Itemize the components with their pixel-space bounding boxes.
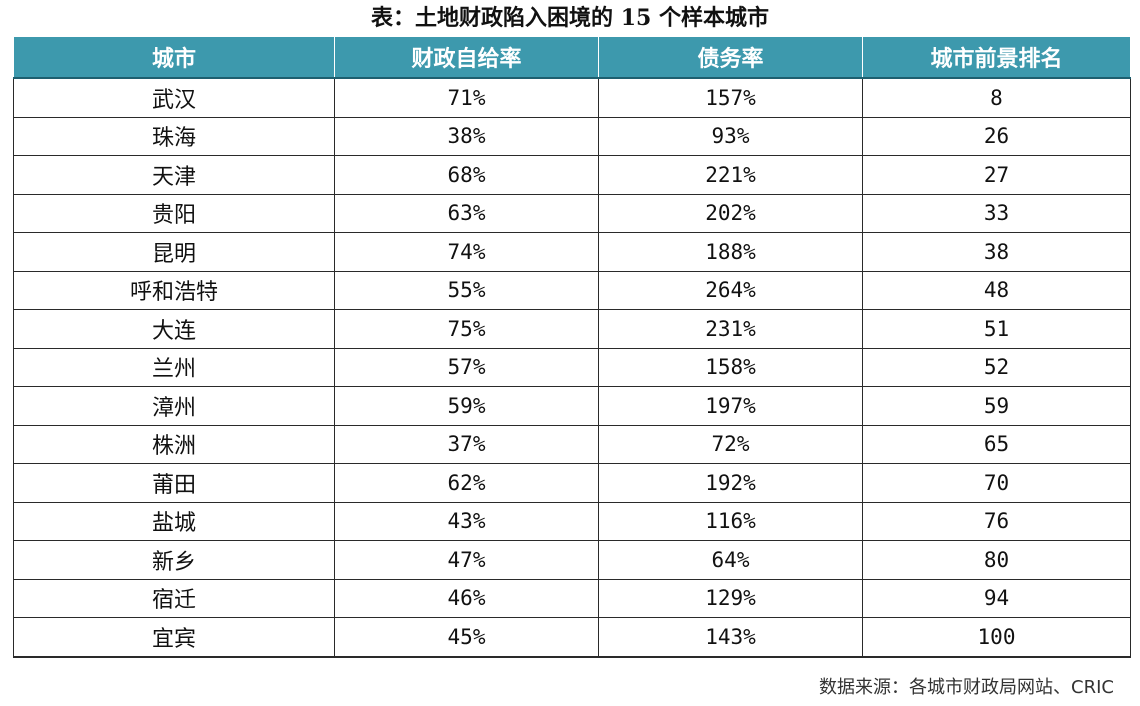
cell-city: 漳州 (13, 386, 335, 426)
cell-fiscal-self-sufficiency: 71% (334, 78, 599, 118)
cell-outlook-rank: 48 (862, 271, 1131, 310)
header-city: 城市 (13, 36, 335, 79)
cell-fiscal-self-sufficiency: 46% (334, 579, 599, 618)
cell-city: 宜宾 (13, 617, 335, 658)
cell-outlook-rank: 94 (862, 579, 1131, 618)
cell-outlook-rank: 70 (862, 463, 1131, 503)
header-debt-ratio: 债务率 (598, 36, 863, 79)
table-row: 贵阳 63% 202% 33 (13, 194, 1131, 233)
table-row: 大连 75% 231% 51 (13, 309, 1131, 349)
cell-city: 贵阳 (13, 194, 335, 233)
table-row: 盐城 43% 116% 76 (13, 502, 1131, 541)
table-row: 兰州 57% 158% 52 (13, 348, 1131, 387)
table-row: 呼和浩特 55% 264% 48 (13, 271, 1131, 310)
cell-outlook-rank: 52 (862, 348, 1131, 387)
cell-fiscal-self-sufficiency: 43% (334, 502, 599, 541)
table-row: 莆田 62% 192% 70 (13, 463, 1131, 503)
table-row: 宜宾 45% 143% 100 (13, 617, 1131, 658)
cell-city: 宿迁 (13, 579, 335, 618)
cell-city: 呼和浩特 (13, 271, 335, 310)
cell-outlook-rank: 80 (862, 540, 1131, 580)
cell-outlook-rank: 27 (862, 155, 1131, 195)
cell-city: 珠海 (13, 117, 335, 156)
header-city-outlook-rank: 城市前景排名 (862, 36, 1131, 79)
cell-outlook-rank: 76 (862, 502, 1131, 541)
table-row: 宿迁 46% 129% 94 (13, 579, 1131, 618)
table-title: 表：土地财政陷入困境的 15 个样本城市 (371, 5, 769, 31)
table-row: 珠海 38% 93% 26 (13, 117, 1131, 156)
cell-outlook-rank: 8 (862, 78, 1131, 118)
cell-city: 莆田 (13, 463, 335, 503)
cell-outlook-rank: 65 (862, 425, 1131, 464)
cell-outlook-rank: 26 (862, 117, 1131, 156)
cell-debt-ratio: 221% (598, 155, 863, 195)
cell-debt-ratio: 143% (598, 617, 863, 658)
table-row: 武汉 71% 157% 8 (13, 78, 1131, 118)
cell-city: 昆明 (13, 232, 335, 272)
cell-debt-ratio: 188% (598, 232, 863, 272)
cell-city: 兰州 (13, 348, 335, 387)
cell-fiscal-self-sufficiency: 75% (334, 309, 599, 349)
cell-fiscal-self-sufficiency: 55% (334, 271, 599, 310)
cell-city: 武汉 (13, 78, 335, 118)
table-row: 新乡 47% 64% 80 (13, 540, 1131, 580)
cell-city: 大连 (13, 309, 335, 349)
cell-debt-ratio: 116% (598, 502, 863, 541)
cell-debt-ratio: 129% (598, 579, 863, 618)
cell-outlook-rank: 100 (862, 617, 1131, 658)
cell-debt-ratio: 202% (598, 194, 863, 233)
cell-debt-ratio: 158% (598, 348, 863, 387)
cell-fiscal-self-sufficiency: 47% (334, 540, 599, 580)
cell-outlook-rank: 51 (862, 309, 1131, 349)
city-finance-table: 城市 财政自给率 债务率 城市前景排名 武汉 71% 157% 8 珠海 38% 93% 26… (13, 36, 1131, 658)
cell-fiscal-self-sufficiency: 37% (334, 425, 599, 464)
cell-city: 株洲 (13, 425, 335, 464)
cell-fiscal-self-sufficiency: 74% (334, 232, 599, 272)
table-header-row: 城市 财政自给率 债务率 城市前景排名 (13, 36, 1131, 79)
cell-debt-ratio: 72% (598, 425, 863, 464)
cell-city: 盐城 (13, 502, 335, 541)
cell-debt-ratio: 197% (598, 386, 863, 426)
cell-debt-ratio: 231% (598, 309, 863, 349)
table-row: 天津 68% 221% 27 (13, 155, 1131, 195)
cell-fiscal-self-sufficiency: 57% (334, 348, 599, 387)
cell-fiscal-self-sufficiency: 68% (334, 155, 599, 195)
cell-fiscal-self-sufficiency: 62% (334, 463, 599, 503)
cell-fiscal-self-sufficiency: 38% (334, 117, 599, 156)
cell-city: 天津 (13, 155, 335, 195)
cell-fiscal-self-sufficiency: 45% (334, 617, 599, 658)
cell-outlook-rank: 38 (862, 232, 1131, 272)
cell-debt-ratio: 93% (598, 117, 863, 156)
table-body: 武汉 71% 157% 8 珠海 38% 93% 26 天津 68% 221% 27 贵阳 63% 202%… (13, 78, 1131, 658)
table-row: 株洲 37% 72% 65 (13, 425, 1131, 464)
cell-debt-ratio: 64% (598, 540, 863, 580)
cell-city: 新乡 (13, 540, 335, 580)
cell-outlook-rank: 33 (862, 194, 1131, 233)
cell-debt-ratio: 157% (598, 78, 863, 118)
cell-fiscal-self-sufficiency: 63% (334, 194, 599, 233)
data-source-note: 数据来源：各城市财政局网站、CRIC (819, 677, 1114, 698)
cell-debt-ratio: 192% (598, 463, 863, 503)
table-row: 漳州 59% 197% 59 (13, 386, 1131, 426)
cell-outlook-rank: 59 (862, 386, 1131, 426)
cell-debt-ratio: 264% (598, 271, 863, 310)
header-fiscal-self-sufficiency: 财政自给率 (334, 36, 599, 79)
table-row: 昆明 74% 188% 38 (13, 232, 1131, 272)
cell-fiscal-self-sufficiency: 59% (334, 386, 599, 426)
